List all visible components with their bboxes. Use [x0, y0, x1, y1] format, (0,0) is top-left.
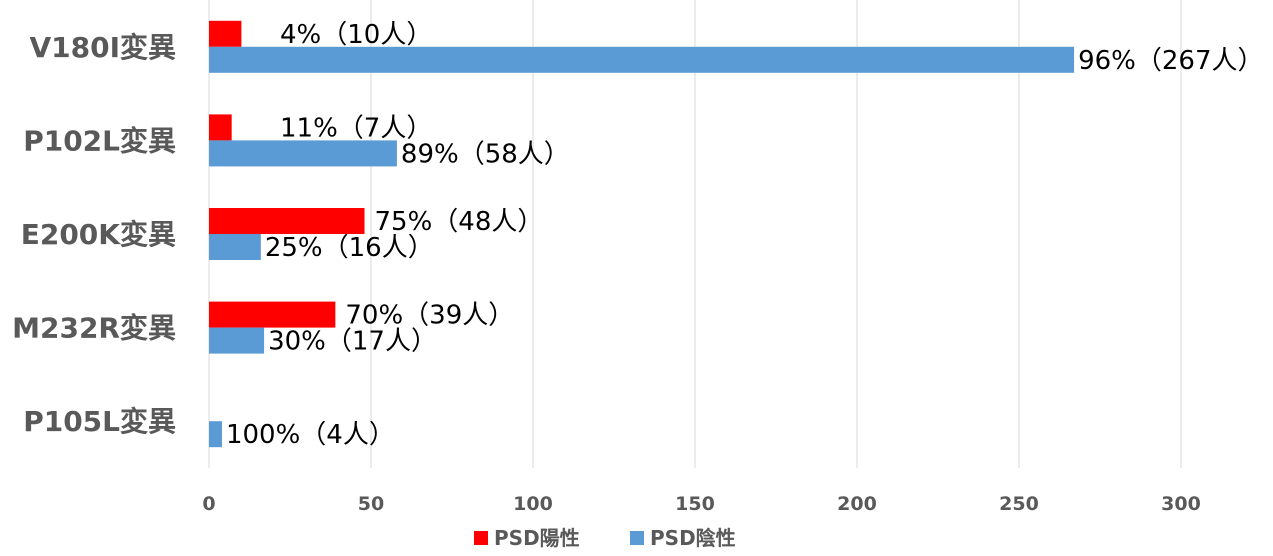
x-tick-label: 50 — [358, 493, 384, 515]
bar — [209, 20, 242, 47]
x-tick-label: 300 — [1161, 493, 1201, 515]
data-label: 75%（48人） — [375, 207, 544, 237]
category-label: E200K変異 — [21, 218, 176, 251]
category-label: P102L変異 — [23, 124, 176, 157]
category-axis: V180I変異 P102L変異 E200K変異 M232R変異 P105L変異 — [12, 31, 176, 438]
category-label: M232R変異 — [12, 312, 176, 345]
legend-swatch — [630, 531, 644, 545]
data-label: 30%（17人） — [268, 327, 437, 357]
bar — [209, 208, 365, 234]
legend: PSD陽性 PSD陰性 — [474, 526, 736, 550]
bar — [209, 140, 397, 167]
legend-swatch — [474, 531, 488, 545]
x-tick-label: 0 — [202, 493, 215, 515]
data-label: 100%（4人） — [226, 420, 395, 450]
legend-label: PSD陰性 — [650, 526, 736, 550]
bar — [209, 46, 1075, 73]
data-label: 4%（10人） — [280, 20, 432, 50]
x-tick-label: 100 — [513, 493, 553, 515]
x-tick-label: 250 — [999, 493, 1039, 515]
legend-label: PSD陽性 — [494, 526, 580, 550]
x-tick-label: 150 — [675, 493, 715, 515]
bar — [209, 327, 265, 354]
data-label: 89%（58人） — [401, 139, 570, 169]
bar — [209, 114, 232, 141]
bar — [209, 421, 222, 448]
bar — [209, 301, 336, 328]
data-label: 25%（16人） — [265, 233, 434, 263]
grid — [208, 0, 1182, 468]
x-tick-label: 200 — [837, 493, 877, 515]
bar — [209, 234, 261, 260]
data-labels: 4%（10人） 96%（267人） 11%（7人）89%（58人） 75%（48人）2… — [226, 20, 1264, 450]
category-label: P105L変異 — [23, 405, 176, 438]
value-axis: 0 50 100 150 200 250 300 — [202, 493, 1200, 515]
data-label: 11%（7人） — [280, 113, 432, 143]
data-label: 70%（39人） — [345, 301, 514, 331]
data-label: 96%（267人） — [1078, 46, 1263, 76]
bars — [209, 20, 1075, 448]
category-label: V180I変異 — [29, 31, 176, 64]
